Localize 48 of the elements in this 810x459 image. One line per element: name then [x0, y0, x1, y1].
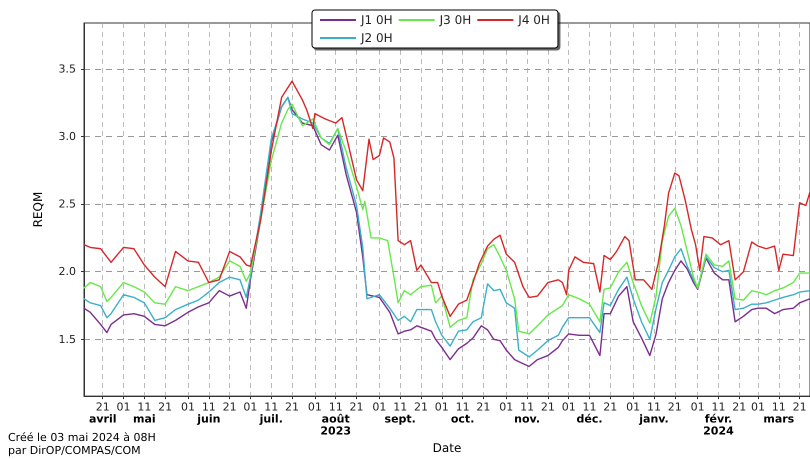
text: par DirOP/COMPAS/COM [8, 444, 141, 457]
text: Créé le 03 mai 2024 à 08H [8, 431, 156, 444]
x-tick-label: 21 [668, 400, 682, 414]
x-tick-label: 11 mai [133, 400, 156, 426]
x-axis-title: Date [432, 441, 462, 455]
x-tick-label: 01 [750, 400, 765, 414]
legend-label: J1 0H [360, 13, 393, 27]
x-tick-label: 11 août 2023 [320, 400, 352, 438]
y-tick-label: 1.5 [58, 332, 76, 346]
x-tick-label: 21 avril [88, 400, 117, 426]
x-tick-label: 21 [792, 400, 807, 414]
y-tick-label: 2.5 [58, 198, 76, 211]
x-tick-label: 01 [434, 400, 449, 414]
line-series [83, 80, 810, 318]
x-tick-label: 11 juin [196, 400, 220, 426]
legend-label: J3 0H [438, 13, 472, 27]
x-tick-label: 21 [732, 400, 746, 414]
x-tick-label: 21 [222, 400, 237, 414]
x-tick-label: 21 [285, 400, 300, 414]
x-tick-label: 21 [603, 400, 618, 414]
x-tick-label: 11 déc. [576, 400, 603, 426]
x-tick-label: 21 [476, 400, 490, 414]
x-tick-label: 01 [308, 400, 322, 414]
x-tick-label: 11 mars [763, 400, 795, 426]
x-tick-label: 21 [350, 400, 364, 414]
x-tick-label: 01 [690, 400, 705, 414]
x-tick-label: 01 [626, 400, 640, 414]
x-tick-label: 01 [116, 400, 131, 414]
y-tick-label: 3.5 [58, 62, 76, 76]
x-tick-label: 21 [158, 400, 172, 414]
y-tick-label: 3.0 [58, 130, 76, 144]
x-tick-label: 21 [414, 400, 428, 414]
x-tick-label: 11 juil. [258, 400, 283, 426]
x-tick-label: 01 [499, 400, 514, 414]
legend-label: J4 0H [517, 13, 550, 27]
x-tick-label: 11 févr. 2024 [703, 400, 734, 438]
x-tick-label: 11 oct. [450, 400, 474, 426]
y-tick-label: 2.0 [58, 265, 76, 278]
x-tick-label: 21 [540, 400, 555, 414]
x-tick-label: 01 [372, 400, 386, 414]
x-tick-label: 11 nov. [514, 400, 540, 426]
x-tick-label: 01 [243, 400, 258, 414]
x-tick-label: 11 janv. [638, 400, 669, 426]
y-axis-title: REQM [31, 192, 45, 228]
x-tick-label: 01 [562, 400, 576, 414]
x-tick-label: 11 sept. [384, 400, 416, 426]
x-tick-label: 01 [181, 400, 196, 414]
legend-label: J2 0H [360, 31, 393, 45]
